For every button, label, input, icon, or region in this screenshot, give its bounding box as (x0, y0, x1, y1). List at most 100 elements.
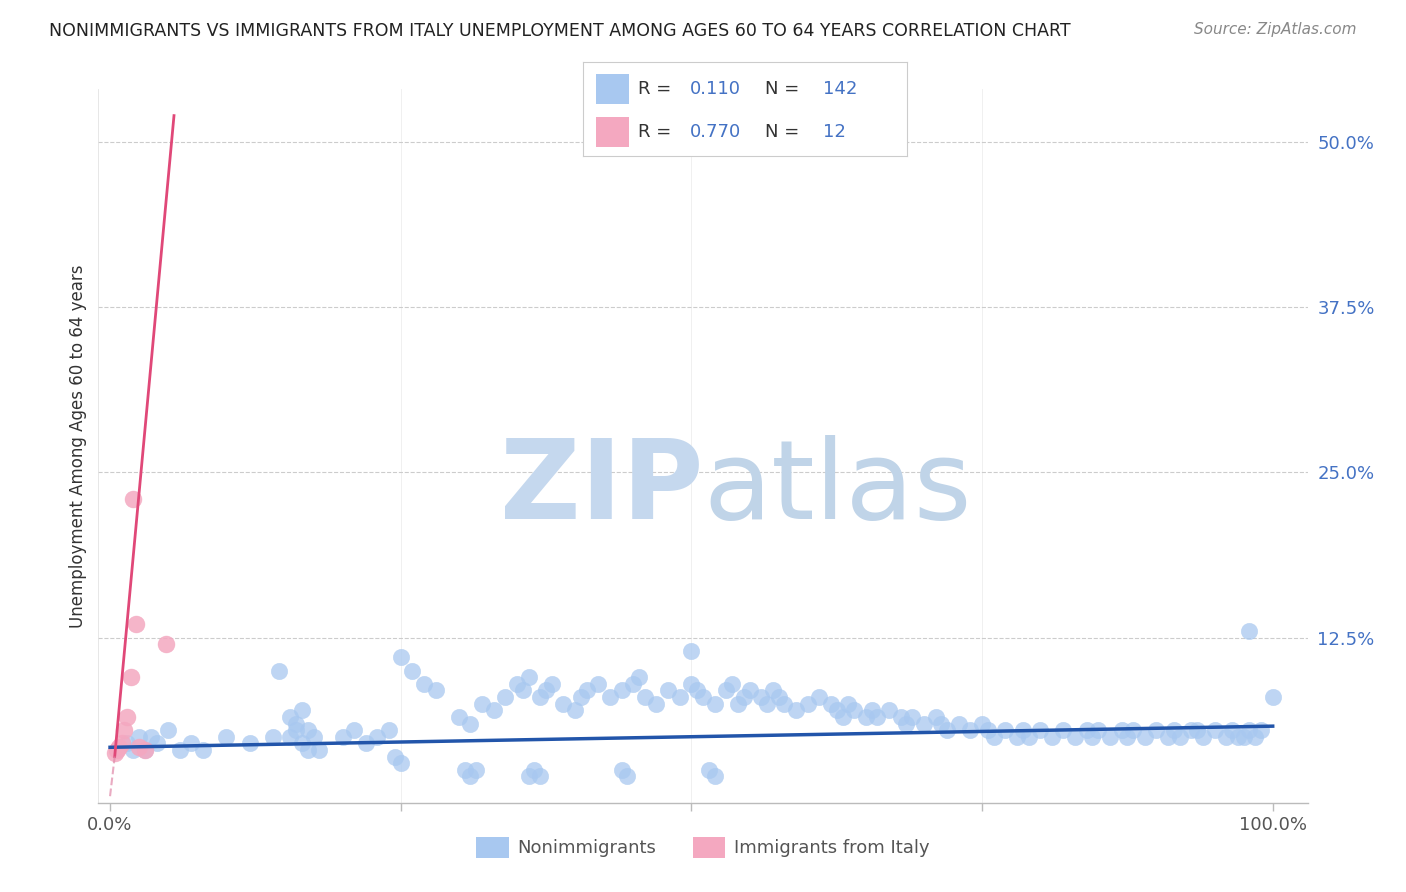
Point (1180, 723, 1202, 738)
Text: Source: ZipAtlas.com: Source: ZipAtlas.com (1194, 22, 1357, 37)
Point (1157, 730, 1180, 744)
Point (1076, 723, 1098, 738)
Text: 0.770: 0.770 (690, 123, 741, 141)
Point (703, 769, 725, 783)
Point (733, 690, 755, 704)
Point (529, 690, 551, 704)
Point (117, 736, 139, 750)
Point (762, 683, 785, 698)
Point (621, 677, 644, 691)
Point (855, 710, 877, 724)
Point (1116, 730, 1139, 744)
Point (616, 769, 638, 783)
Point (959, 723, 981, 738)
Point (139, 730, 162, 744)
Text: 12: 12 (823, 123, 845, 141)
Point (796, 697, 818, 711)
Point (755, 697, 778, 711)
Point (738, 683, 761, 698)
Point (297, 723, 319, 738)
Point (948, 716, 970, 731)
Point (634, 690, 657, 704)
Point (1215, 730, 1237, 744)
Point (108, 740, 131, 755)
FancyBboxPatch shape (596, 74, 628, 103)
Point (692, 690, 714, 704)
Point (494, 690, 516, 704)
Point (145, 736, 167, 750)
Point (564, 703, 586, 717)
Point (1144, 723, 1167, 738)
Point (599, 690, 621, 704)
Point (931, 716, 953, 731)
Point (994, 723, 1017, 738)
FancyBboxPatch shape (596, 117, 628, 147)
Point (124, 617, 146, 632)
Point (877, 703, 900, 717)
Point (215, 730, 238, 744)
Point (112, 723, 135, 738)
Point (912, 716, 935, 731)
Point (117, 710, 139, 724)
Point (1133, 730, 1156, 744)
Point (460, 716, 482, 731)
Point (343, 723, 366, 738)
Point (529, 769, 551, 783)
Point (1005, 730, 1028, 744)
Text: N =: N = (765, 123, 799, 141)
Point (901, 710, 924, 724)
Text: R =: R = (638, 123, 672, 141)
Point (291, 736, 314, 750)
Point (727, 697, 749, 711)
Point (517, 670, 540, 684)
Point (155, 637, 177, 651)
Point (1029, 723, 1052, 738)
Point (278, 730, 301, 744)
Point (808, 690, 831, 704)
Point (896, 716, 918, 731)
Point (401, 664, 423, 678)
Point (1163, 723, 1185, 738)
Legend: Nonimmigrants, Immigrants from Italy: Nonimmigrants, Immigrants from Italy (470, 830, 936, 865)
Point (844, 703, 866, 717)
Point (681, 644, 703, 658)
Text: atlas: atlas (703, 435, 972, 542)
Point (366, 730, 388, 744)
Point (628, 670, 651, 684)
Point (1111, 723, 1133, 738)
Point (773, 697, 796, 711)
Point (262, 730, 284, 744)
Point (134, 743, 156, 757)
Point (1244, 730, 1267, 744)
Point (721, 677, 744, 691)
Point (389, 650, 412, 665)
Point (471, 697, 494, 711)
Point (239, 736, 262, 750)
Point (425, 683, 447, 698)
Point (610, 763, 633, 777)
Point (668, 690, 690, 704)
Point (1087, 723, 1109, 738)
Point (1081, 730, 1104, 744)
Point (517, 769, 540, 783)
Point (447, 710, 470, 724)
Point (128, 740, 150, 755)
Point (890, 710, 912, 724)
Point (1226, 730, 1249, 744)
Point (267, 664, 290, 678)
Point (128, 730, 150, 744)
Point (465, 763, 488, 777)
Point (506, 677, 529, 691)
Point (120, 670, 142, 684)
Point (1233, 730, 1256, 744)
Point (122, 491, 145, 506)
Text: 142: 142 (823, 79, 858, 97)
Point (278, 710, 301, 724)
Point (302, 730, 325, 744)
Point (285, 716, 308, 731)
Point (686, 683, 709, 698)
Point (924, 710, 946, 724)
Point (512, 683, 534, 698)
Point (291, 703, 314, 717)
Point (453, 763, 475, 777)
